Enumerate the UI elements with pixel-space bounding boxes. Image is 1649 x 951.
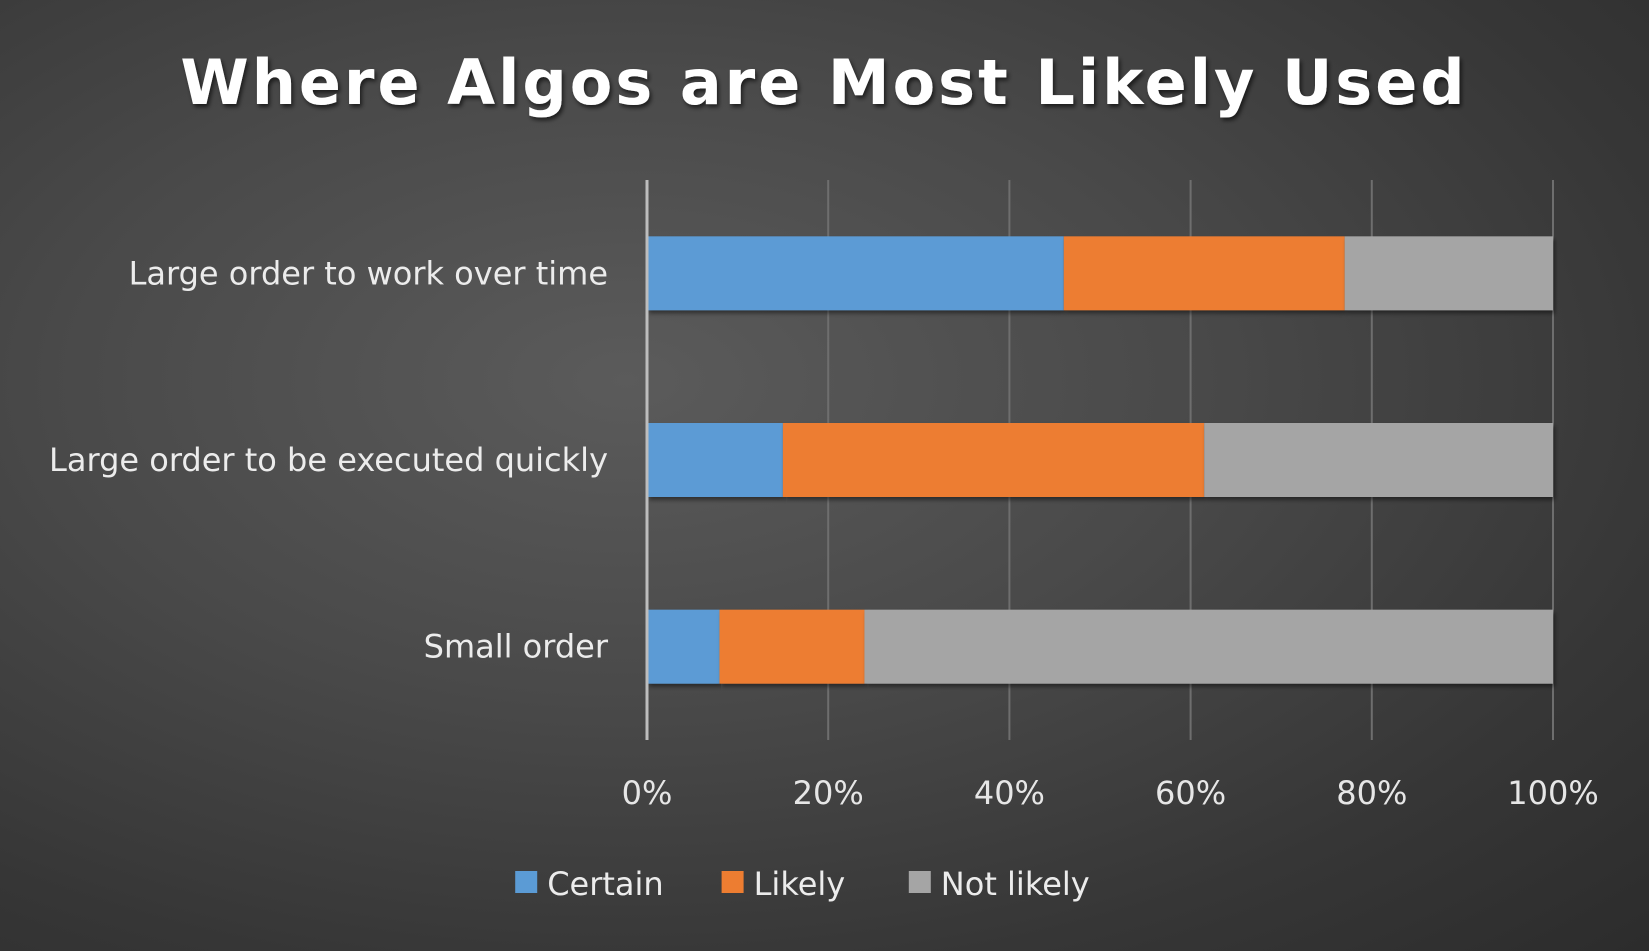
x-tick-label: 20% <box>793 774 864 812</box>
x-tick-label: 60% <box>1155 774 1226 812</box>
legend-swatch <box>721 871 744 893</box>
legend-swatch <box>908 871 931 893</box>
bar-segment <box>719 609 865 684</box>
bar-segment <box>1204 423 1553 497</box>
legend-label: Certain <box>547 865 664 903</box>
legend-swatch <box>515 871 538 893</box>
x-tick-label: 0% <box>622 774 673 812</box>
bar-segment <box>864 609 1553 684</box>
x-tick-label: 100% <box>1507 774 1598 812</box>
bar-segment <box>1063 236 1345 311</box>
x-tick-label: 80% <box>1336 774 1407 812</box>
bar-segment <box>647 423 783 497</box>
bar-segment <box>782 423 1205 497</box>
x-tick-label: 40% <box>974 774 1045 812</box>
bar-segment <box>647 236 1064 311</box>
legend-label: Likely <box>754 865 846 903</box>
y-category-label: Small order <box>424 628 609 666</box>
legend-label: Not likely <box>941 865 1090 903</box>
y-category-label: Large order to be executed quickly <box>49 441 608 479</box>
bar-segment <box>1344 236 1553 311</box>
y-category-label: Large order to work over time <box>129 254 608 292</box>
chart-title: Where Algos are Most Likely Used <box>180 46 1467 119</box>
bar-segment <box>647 609 720 684</box>
